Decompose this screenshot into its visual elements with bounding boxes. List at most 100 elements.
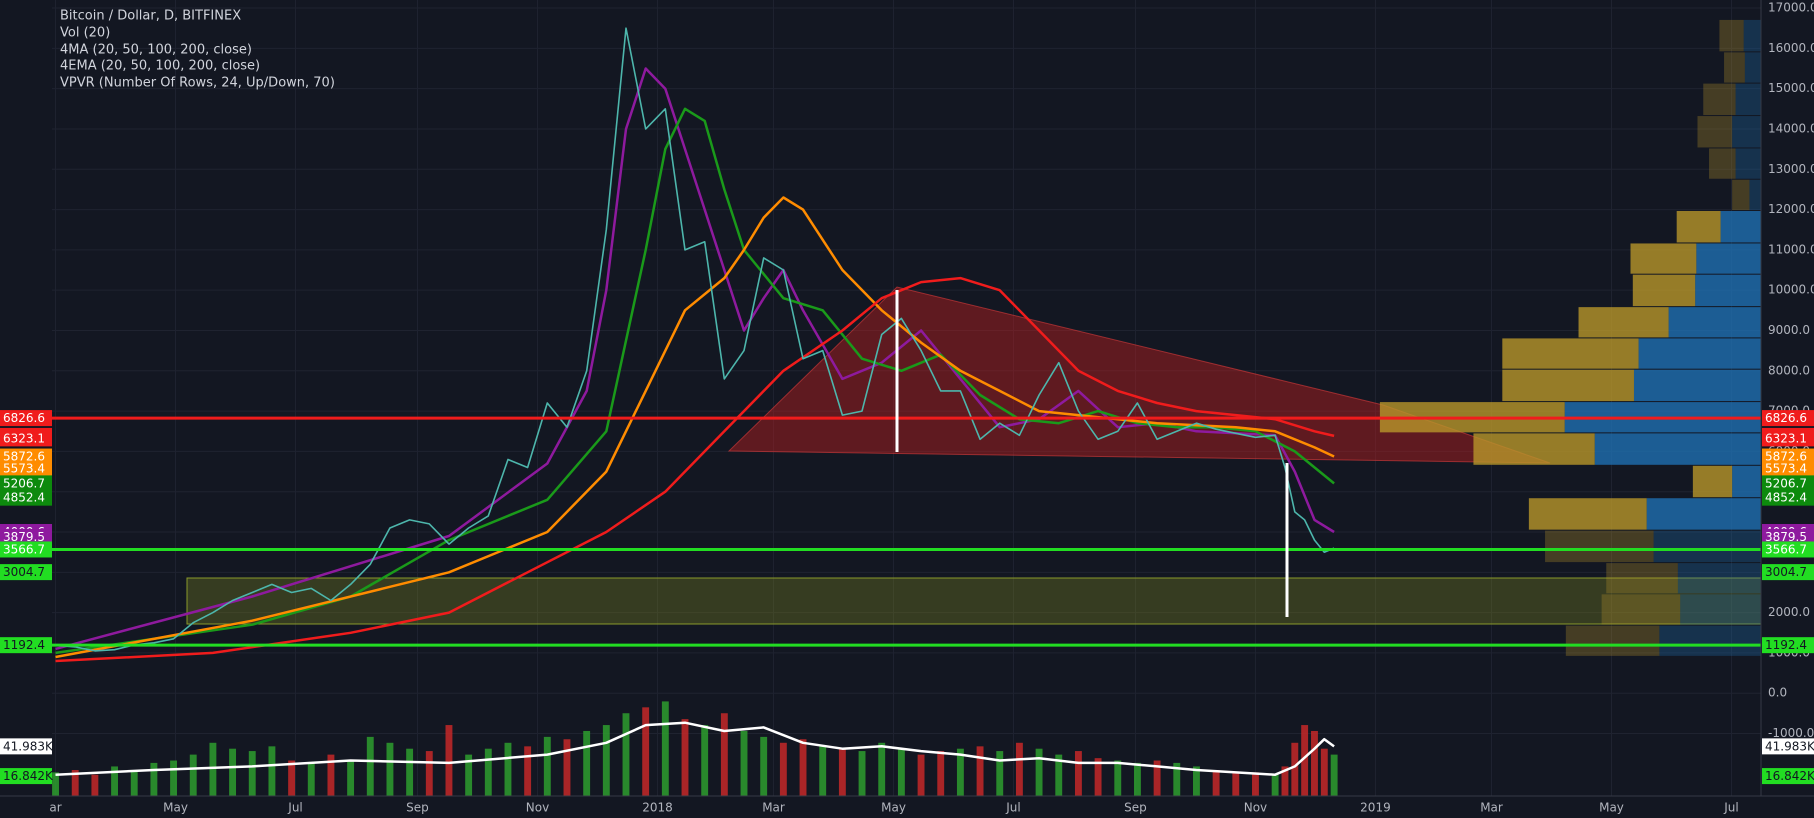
x-tick-label: Jul — [287, 801, 302, 815]
volume-bar — [976, 746, 984, 796]
volume-bar — [229, 748, 237, 796]
price-label: 5872.6 — [1765, 450, 1807, 464]
price-label: 4852.4 — [1765, 491, 1807, 505]
price-label-box — [0, 460, 52, 477]
price-label: 1192.4 — [3, 638, 45, 652]
x-tick-label: ar — [49, 801, 61, 815]
volume-bar — [71, 769, 79, 796]
price-label: 5206.7 — [1765, 476, 1807, 490]
vpvr-down — [1709, 148, 1736, 179]
vpvr-up — [1749, 179, 1761, 211]
volume-bar — [524, 746, 532, 796]
volume-bar — [1330, 754, 1338, 796]
vpvr-down — [1697, 116, 1733, 148]
price-label-box — [0, 738, 52, 755]
x-tick-label: Jul — [1005, 801, 1020, 815]
price-label: 3566.7 — [3, 542, 45, 556]
price-label: 6323.1 — [3, 431, 45, 445]
moving-average — [55, 196, 1335, 659]
volume-bar — [720, 713, 728, 796]
volume-bar — [858, 751, 866, 796]
price-label: 1192.4 — [1765, 638, 1807, 652]
volume-bar — [740, 730, 748, 796]
moving-average — [55, 67, 1335, 651]
x-tick-label: 2019 — [1360, 801, 1391, 815]
volume-bar — [425, 751, 433, 796]
volume-bar — [1301, 725, 1309, 796]
x-tick-label: Mar — [762, 801, 785, 815]
volume-bar — [799, 739, 807, 796]
price-label-box — [0, 475, 52, 492]
volume-bar — [111, 766, 118, 796]
price-label: 5573.4 — [1765, 462, 1807, 476]
vpvr-down — [1703, 83, 1736, 116]
vpvr-up — [1695, 274, 1761, 307]
vpvr-up — [1743, 19, 1761, 52]
volume-bar — [956, 748, 964, 796]
volume-bar — [189, 754, 197, 796]
price-label-box — [1762, 541, 1814, 558]
volume-bar — [779, 742, 787, 796]
vpvr-up — [1732, 116, 1761, 148]
volume-bar — [150, 762, 158, 796]
volume-bar — [1114, 760, 1122, 796]
price-label-box — [1762, 637, 1814, 654]
price-label: 6826.6 — [3, 411, 45, 425]
vpvr-up — [1735, 83, 1761, 116]
y-tick-label: -1000.0 — [1768, 726, 1814, 740]
volume-bar — [642, 707, 650, 796]
price-label-box — [0, 564, 52, 581]
volume-bar — [1055, 754, 1063, 796]
x-tick-label: Mar — [1480, 801, 1503, 815]
volume-bar — [484, 748, 492, 796]
volume-bar — [1252, 772, 1259, 796]
volume-bar — [1311, 730, 1318, 796]
volume-bar — [406, 748, 414, 796]
x-tick-label: May — [163, 801, 188, 815]
volume-bar — [602, 725, 610, 796]
time-axis — [0, 796, 1814, 818]
volume-bar — [583, 730, 591, 796]
price-label: 6323.1 — [1765, 431, 1807, 445]
volume-bar — [307, 762, 315, 796]
x-tick-label: 2018 — [642, 801, 673, 815]
price-label-box — [0, 528, 52, 545]
volume-bar — [878, 742, 886, 796]
price-label-box — [1762, 410, 1814, 427]
price-label: 16.842K — [3, 769, 54, 783]
vpvr-up — [1646, 498, 1761, 530]
y-tick-label: 13000.0 — [1768, 162, 1814, 176]
volume-bar — [543, 736, 551, 796]
volume-bar — [622, 713, 630, 796]
volume-bar — [1271, 774, 1279, 796]
vpvr-down — [1528, 498, 1647, 530]
volume-bar — [366, 736, 374, 796]
symbol-title: Bitcoin / Dollar, D, BITFINEX — [60, 9, 241, 24]
price-label-box — [1762, 564, 1814, 581]
vpvr-up — [1735, 148, 1761, 179]
y-tick-label: 16000.0 — [1768, 41, 1814, 55]
price-label: 3879.5 — [3, 530, 45, 544]
price-label-box — [0, 637, 52, 654]
vpvr-down — [1676, 211, 1721, 243]
volume-bar — [819, 746, 827, 796]
drawings-top — [895, 290, 1289, 617]
price-label: 3004.7 — [3, 565, 45, 579]
price-label-box — [1762, 430, 1814, 447]
x-tick-label: Sep — [406, 801, 429, 815]
volume-bar — [1094, 758, 1102, 796]
vpvr-down — [1473, 433, 1595, 465]
y-tick-label: 17000.0 — [1768, 1, 1814, 15]
volume-bar — [288, 760, 296, 796]
vpvr-down — [1719, 19, 1744, 52]
vpvr-up — [1696, 243, 1761, 274]
x-tick-label: May — [1599, 801, 1624, 815]
x-tick-label: Nov — [526, 801, 549, 815]
price-label-box — [1762, 460, 1814, 477]
vpvr-up — [1680, 594, 1761, 625]
volume-bar — [917, 754, 925, 796]
vpvr-down — [1692, 465, 1733, 498]
volume-bar — [1173, 762, 1181, 796]
